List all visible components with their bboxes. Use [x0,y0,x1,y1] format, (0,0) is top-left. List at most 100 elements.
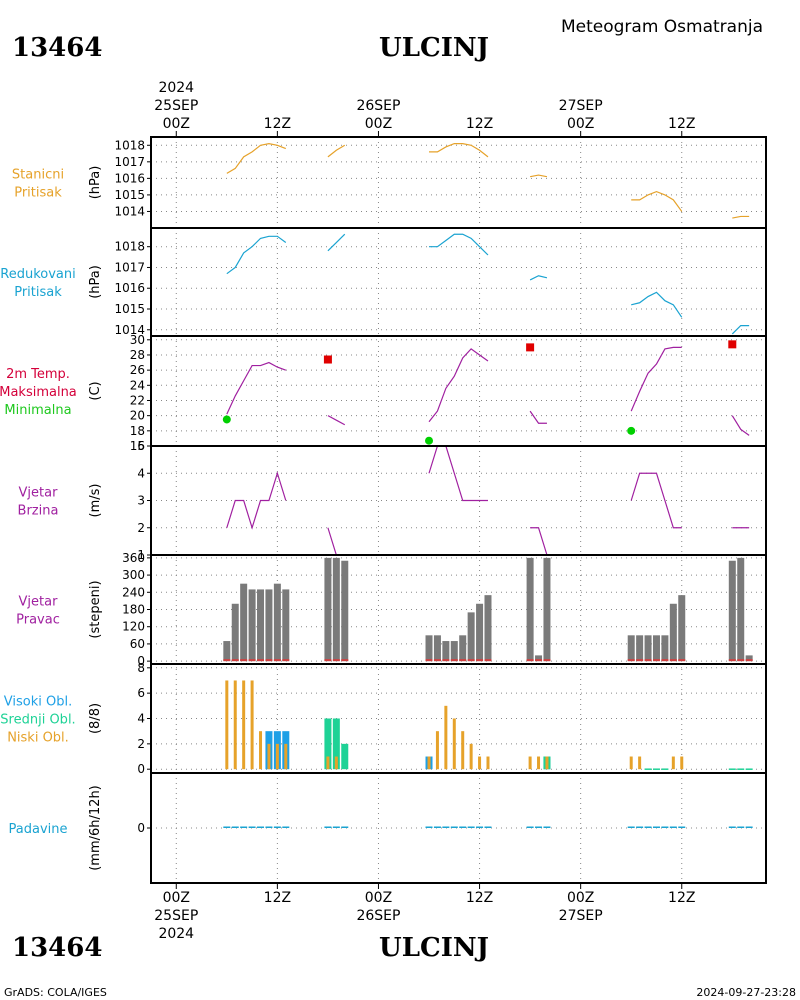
panel-label: Minimalna [4,403,71,418]
series-line [429,143,489,158]
precip-bar [467,826,475,828]
y-axis-label: (mm/6h/12h) [88,785,103,871]
year-label-bottom: 2024 [158,926,194,942]
station-id-top: 13464 [12,33,102,63]
max-temp-marker [728,340,737,349]
low-cloud-bar [537,756,541,770]
low-cloud-bar [629,756,633,770]
panel-frame [150,136,767,229]
y-tick-label: 30 [130,333,145,347]
wind-direction-bar [627,635,635,662]
hour-label-top: 12Z [264,116,291,132]
y-tick-label: 1018 [114,240,145,254]
day-label-bottom: 25SEP [154,908,198,924]
wind-direction-bar [231,603,239,662]
wind-direction-bar [459,635,467,662]
low-cloud-bar [267,743,271,770]
wind-direction-bar [636,635,644,662]
mid-cloud-bar [324,718,332,770]
y-tick-label: 1017 [114,260,145,274]
y-tick-label: 18 [130,424,145,438]
panel-wind_direction: 0 60 120 180 240 300 360 (stepeni) Vjetar Pravac [16,551,767,668]
precip-bar [526,826,534,828]
y-tick-label: 5 [137,439,145,453]
y-tick-label: 1 [137,548,145,562]
wind-direction-bar [467,612,475,662]
wind-direction-bar [476,603,484,662]
precip-bar [248,826,256,828]
series-line [732,215,750,219]
chart-subtitle: Meteogram Osmatranja [561,17,763,37]
wind-direction-bar [745,655,753,662]
wind-direction-bar [282,589,290,662]
wind-direction-bar [737,557,745,662]
series-line [631,291,683,318]
y-tick-label: 1017 [114,155,145,169]
mid-cloud-bar [341,743,349,770]
station-id-bottom: 13464 [12,933,102,963]
y-tick-label: 1015 [114,188,145,202]
wind-direction-bar [442,641,450,662]
y-axis-label: (stepeni) [88,580,103,638]
wind-direction-bar [644,635,652,662]
y-tick-label: 4 [137,466,145,480]
precip-bar [745,826,753,828]
hour-label-bottom: 00Z [365,890,392,906]
wind-direction-bar [535,655,543,662]
y-tick-label: 0 [137,821,145,835]
day-label-top: 25SEP [154,98,198,114]
y-axis-label: (hPa) [88,166,103,200]
series-line [327,144,346,158]
hour-label-top: 00Z [365,116,392,132]
series-line [529,275,548,281]
day-label-bottom: 27SEP [559,908,603,924]
precip-bar [231,826,239,828]
wind-direction-bar [661,635,669,662]
y-tick-label: 26 [130,363,145,377]
precip-bar [257,826,265,828]
precip-bar [644,826,652,828]
precip-bar [737,826,745,828]
precip-bar [433,826,441,828]
y-tick-label: 1014 [114,323,145,337]
low-cloud-bar [334,756,338,770]
panel-label: Maksimalna [0,385,77,400]
y-tick-label: 20 [130,409,145,423]
y-tick-label: 1014 [114,204,145,218]
low-cloud-bar [444,705,448,770]
precip-bar [265,826,273,828]
series-line [428,348,489,423]
panel-label: Vjetar [19,595,59,610]
min-temp-marker [222,415,231,424]
wind-direction-bar [332,557,340,662]
series-line [428,445,488,502]
series-line [327,233,346,252]
y-axis-label: (hPa) [88,265,103,299]
y-tick-label: 8 [137,661,145,675]
panel-label: Niski Obl. [7,731,69,746]
y-axis-label: (m/s) [88,484,103,518]
low-cloud-bar [486,756,490,770]
max-temp-marker [526,343,535,352]
wind-direction-bar [543,557,551,662]
precip-bar [442,826,450,828]
low-cloud-bar [250,680,254,770]
y-tick-label: 240 [122,585,145,599]
precip-bar [240,826,248,828]
series-line [529,174,548,178]
panel-label: Brzina [18,504,59,519]
hour-label-top: 12Z [668,116,695,132]
low-cloud-bar [671,756,675,770]
low-cloud-bar [638,756,642,770]
y-tick-label: 3 [137,494,145,508]
precip-bar [476,826,484,828]
panel-label: Pritisak [14,186,62,201]
precip-bar [282,826,290,828]
y-tick-label: 4 [137,712,145,726]
precip-bar [543,826,551,828]
wind-direction-bar [433,635,441,662]
wind-direction-bar [257,589,265,662]
low-cloud-bar [275,743,279,770]
panel-station_pressure: 1014 1015 1016 1017 1018 (hPa) Stanicni Pritisa… [12,136,767,229]
